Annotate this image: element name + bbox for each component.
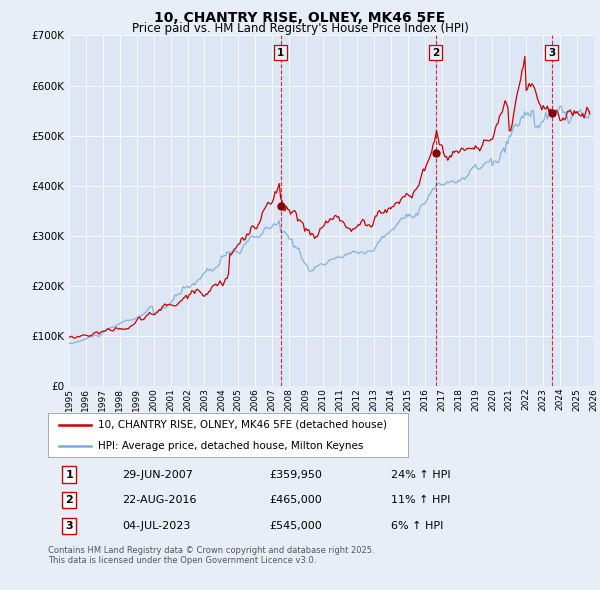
- Text: 11% ↑ HPI: 11% ↑ HPI: [391, 495, 451, 505]
- Text: 1: 1: [65, 470, 73, 480]
- Text: 2: 2: [65, 495, 73, 505]
- Text: 3: 3: [65, 522, 73, 532]
- Text: 22-AUG-2016: 22-AUG-2016: [122, 495, 196, 505]
- Text: Contains HM Land Registry data © Crown copyright and database right 2025.
This d: Contains HM Land Registry data © Crown c…: [48, 546, 374, 565]
- Text: £359,950: £359,950: [270, 470, 323, 480]
- Text: HPI: Average price, detached house, Milton Keynes: HPI: Average price, detached house, Milt…: [98, 441, 364, 451]
- Text: 3: 3: [548, 48, 555, 58]
- Text: 6% ↑ HPI: 6% ↑ HPI: [391, 522, 443, 532]
- Text: 1: 1: [277, 48, 284, 58]
- Text: £465,000: £465,000: [270, 495, 323, 505]
- Text: £545,000: £545,000: [270, 522, 323, 532]
- Text: 10, CHANTRY RISE, OLNEY, MK46 5FE (detached house): 10, CHANTRY RISE, OLNEY, MK46 5FE (detac…: [98, 420, 388, 430]
- Text: 2: 2: [432, 48, 439, 58]
- Text: 24% ↑ HPI: 24% ↑ HPI: [391, 470, 451, 480]
- Text: 10, CHANTRY RISE, OLNEY, MK46 5FE: 10, CHANTRY RISE, OLNEY, MK46 5FE: [154, 11, 446, 25]
- Text: 04-JUL-2023: 04-JUL-2023: [122, 522, 190, 532]
- Text: 29-JUN-2007: 29-JUN-2007: [122, 470, 193, 480]
- Text: Price paid vs. HM Land Registry's House Price Index (HPI): Price paid vs. HM Land Registry's House …: [131, 22, 469, 35]
